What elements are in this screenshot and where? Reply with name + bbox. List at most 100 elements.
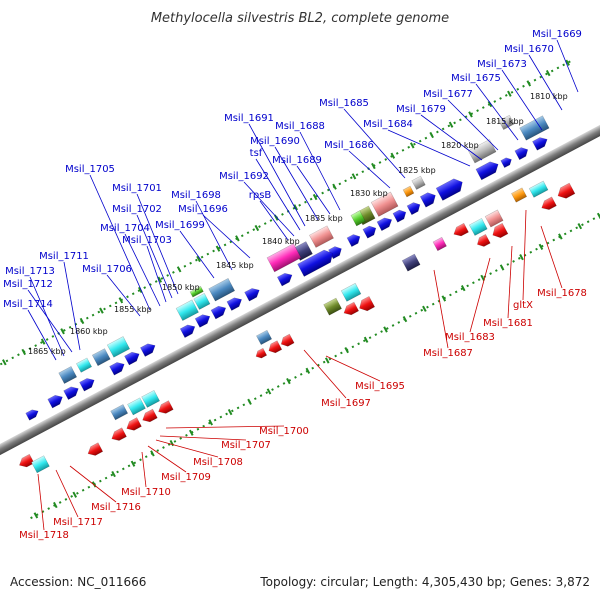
reverse-tick-dot <box>311 366 315 370</box>
forward-gene-label[interactable]: Msil_1688 <box>275 121 325 132</box>
forward-tick-dot <box>344 179 347 183</box>
forward-leader-line <box>248 123 306 227</box>
reverse-tick-dot <box>294 375 297 379</box>
reverse-gene-arrow <box>126 417 142 431</box>
reverse-gene-label[interactable]: Msil_1700 <box>259 426 309 437</box>
forward-gene-label[interactable]: tsf <box>250 148 263 159</box>
forward-gene-label[interactable]: Msil_1691 <box>224 113 274 124</box>
reverse-gene-arrow <box>492 222 509 239</box>
forward-gene-label[interactable]: Msil_1669 <box>532 29 582 40</box>
reverse-gene-label[interactable]: Msil_1683 <box>445 332 495 343</box>
forward-gene-label[interactable]: Msil_1711 <box>39 251 89 262</box>
forward-gene-label[interactable]: Msil_1713 <box>5 266 55 277</box>
forward-gene-label[interactable]: Msil_1702 <box>112 204 162 215</box>
forward-tick-dot <box>304 200 307 204</box>
forward-tick-dot <box>11 356 15 360</box>
forward-leader-line <box>136 214 173 299</box>
forward-gene-label[interactable]: Msil_1690 <box>250 136 300 147</box>
forward-gene-label[interactable]: Msil_1699 <box>155 220 205 231</box>
gene-box <box>467 139 497 164</box>
reverse-tick-dot <box>121 467 125 471</box>
reverse-gene-label[interactable]: Msil_1708 <box>193 457 243 468</box>
forward-gene-arrow <box>514 147 529 161</box>
forward-gene-arrow <box>79 378 95 392</box>
reverse-gene-label[interactable]: gltX <box>513 300 533 311</box>
reverse-tick-dot <box>259 394 263 398</box>
forward-gene-label[interactable]: Msil_1706 <box>82 264 132 275</box>
forward-tick-dot <box>263 222 267 225</box>
reverse-leader-line <box>540 225 563 289</box>
gene-box <box>511 187 528 203</box>
reverse-gene-label[interactable]: Msil_1710 <box>121 487 171 498</box>
forward-gene-arrow <box>276 272 293 287</box>
forward-gene-label[interactable]: Msil_1705 <box>65 164 115 175</box>
forward-tick-dot <box>97 310 101 314</box>
forward-tick-dot <box>5 359 9 363</box>
forward-leader-line <box>387 129 471 167</box>
forward-tick-dot <box>447 124 451 128</box>
reverse-gene-label[interactable]: Msil_1681 <box>483 318 533 329</box>
forward-gene-label[interactable]: Msil_1675 <box>451 73 501 84</box>
forward-gene-label[interactable]: Msil_1686 <box>324 140 374 151</box>
reverse-tick-dot <box>127 464 131 468</box>
forward-gene-label[interactable]: Msil_1704 <box>100 223 150 234</box>
forward-gene-label[interactable]: Msil_1698 <box>171 190 221 201</box>
reverse-gene-label[interactable]: Msil_1697 <box>321 398 371 409</box>
reverse-tick-dot <box>575 226 579 230</box>
forward-gene-label[interactable]: Msil_1701 <box>112 183 162 194</box>
major-tick <box>305 367 311 374</box>
forward-gene-label[interactable]: Msil_1670 <box>504 44 554 55</box>
forward-gene-label[interactable]: Msil_1692 <box>219 171 269 182</box>
forward-gene-arrow <box>297 249 333 277</box>
reverse-tick-dot <box>454 290 458 294</box>
gene-box <box>106 336 131 358</box>
major-tick <box>286 377 291 385</box>
reverse-tick-dot <box>535 247 538 251</box>
forward-gene-label[interactable]: Msil_1712 <box>3 279 53 290</box>
forward-gene-label[interactable]: Msil_1703 <box>122 235 172 246</box>
forward-leader-line <box>255 158 301 231</box>
reverse-tick-dot <box>408 314 412 318</box>
reverse-tick-dot <box>236 406 240 410</box>
forward-leader-line <box>274 146 319 221</box>
gene-box <box>189 285 204 298</box>
forward-gene-label[interactable]: Msil_1714 <box>3 299 53 310</box>
forward-gene-label[interactable]: Msil_1685 <box>319 98 369 109</box>
forward-tick-dot <box>258 225 261 228</box>
forward-tick-dot <box>189 261 192 265</box>
gene-box <box>370 191 399 217</box>
forward-gene-label[interactable]: rpsB <box>249 190 272 201</box>
forward-gene-label[interactable]: Msil_1677 <box>423 89 473 100</box>
forward-gene-label[interactable]: Msil_1679 <box>396 104 446 115</box>
reverse-tick-dot <box>64 498 68 501</box>
forward-gene-label[interactable]: Msil_1684 <box>363 119 413 130</box>
reverse-tick-dot <box>173 440 177 443</box>
forward-leader-line <box>296 165 331 215</box>
major-tick <box>312 193 318 201</box>
reverse-gene-label[interactable]: Msil_1687 <box>423 348 473 359</box>
reverse-gene-label[interactable]: Msil_1707 <box>221 440 271 451</box>
reverse-gene-label[interactable]: Msil_1718 <box>19 530 69 541</box>
reverse-tick-dot <box>213 418 217 422</box>
forward-gene-label[interactable]: Msil_1673 <box>477 59 527 70</box>
forward-gene-label[interactable]: Msil_1689 <box>272 155 322 166</box>
reverse-leader-line <box>325 355 381 382</box>
reverse-tick-dot <box>362 339 366 343</box>
reverse-gene-label[interactable]: Msil_1678 <box>537 288 587 299</box>
major-tick <box>526 80 532 87</box>
reverse-leader-line <box>433 269 449 349</box>
forward-tick-dot <box>223 243 227 247</box>
reverse-gene-label[interactable]: Msil_1716 <box>91 502 141 513</box>
forward-gene-label[interactable]: Msil_1696 <box>178 204 228 215</box>
forward-tick-dot <box>349 176 353 180</box>
major-tick <box>565 59 570 66</box>
gene-box <box>76 357 93 373</box>
reverse-tick-dot <box>104 476 108 480</box>
reverse-tick-dot <box>431 302 435 306</box>
kbp-label: 1845 kbp <box>216 261 254 270</box>
kbp-label: 1830 kbp <box>350 189 388 198</box>
reverse-gene-label[interactable]: Msil_1695 <box>355 381 405 392</box>
major-tick <box>254 224 260 232</box>
reverse-gene-label[interactable]: Msil_1709 <box>161 472 211 483</box>
reverse-gene-label[interactable]: Msil_1717 <box>53 517 103 528</box>
